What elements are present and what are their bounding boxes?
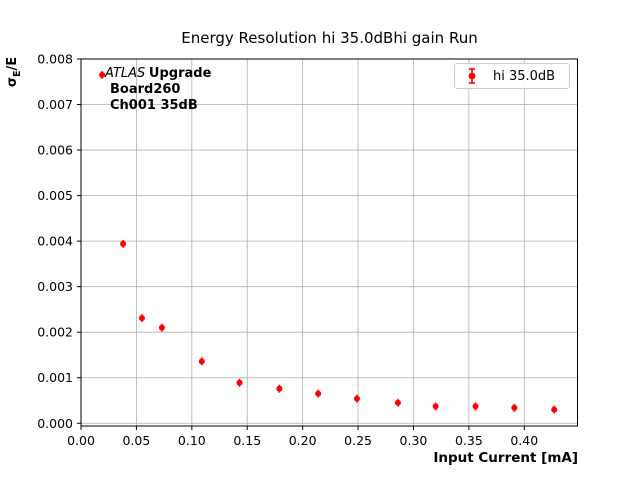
- data-point: [511, 404, 518, 411]
- y-tick-label: 0.006: [37, 143, 73, 158]
- y-tick-label: 0.002: [37, 325, 73, 340]
- data-point: [353, 395, 360, 402]
- x-tick-label: 0.05: [122, 433, 150, 448]
- data-point: [315, 390, 322, 397]
- x-tick-label: 0.00: [67, 433, 95, 448]
- data-point: [551, 406, 558, 413]
- chart-title: Energy Resolution hi 35.0dBhi gain Run: [181, 29, 478, 47]
- data-point: [198, 358, 205, 365]
- x-tick-label: 0.15: [233, 433, 261, 448]
- data-point: [432, 403, 439, 410]
- y-axis-label-rest: /E: [5, 56, 21, 71]
- y-axis-label: σE/E: [5, 57, 23, 87]
- legend-label: hi 35.0dB: [493, 68, 556, 84]
- y-tick-label: 0.007: [37, 97, 73, 112]
- annotation-upgrade: Upgrade: [148, 66, 212, 81]
- y-tick-label: 0.000: [37, 416, 73, 431]
- data-point: [120, 240, 127, 247]
- annotation: ATLAS Upgrade Board260 Ch001 35dB: [105, 66, 211, 114]
- axes-frame: [80, 58, 578, 427]
- x-tick-label: 0.30: [400, 433, 428, 448]
- data-point: [394, 399, 401, 406]
- x-tick-label: 0.10: [178, 433, 206, 448]
- errorbar-marker-icon: [468, 68, 476, 84]
- annotation-board: Board260: [110, 82, 181, 97]
- data-point: [236, 379, 243, 386]
- y-tick-label: 0.001: [37, 370, 73, 385]
- x-tick-label: 0.25: [344, 433, 372, 448]
- annotation-line-1: ATLAS Upgrade: [105, 66, 211, 82]
- data-point: [158, 324, 165, 331]
- x-tick-label: 0.35: [455, 433, 483, 448]
- x-tick-label: 0.20: [289, 433, 317, 448]
- y-tick-label: 0.005: [37, 188, 73, 203]
- y-axis-label-subscript: E: [11, 70, 23, 78]
- data-point: [99, 71, 106, 78]
- data-point: [138, 315, 145, 322]
- legend: hi 35.0dB: [454, 63, 570, 89]
- data-point: [472, 403, 479, 410]
- annotation-channel: Ch001 35dB: [110, 98, 198, 113]
- annotation-atlas: ATLAS: [105, 66, 146, 81]
- y-tick-label: 0.003: [37, 279, 73, 294]
- x-axis-label: Input Current [mA]: [433, 450, 578, 466]
- y-tick-label: 0.008: [37, 52, 73, 67]
- y-axis-label-sigma: σ: [5, 77, 21, 88]
- data-point: [276, 385, 283, 392]
- y-tick-label: 0.004: [37, 234, 73, 249]
- x-tick-label: 0.40: [510, 433, 538, 448]
